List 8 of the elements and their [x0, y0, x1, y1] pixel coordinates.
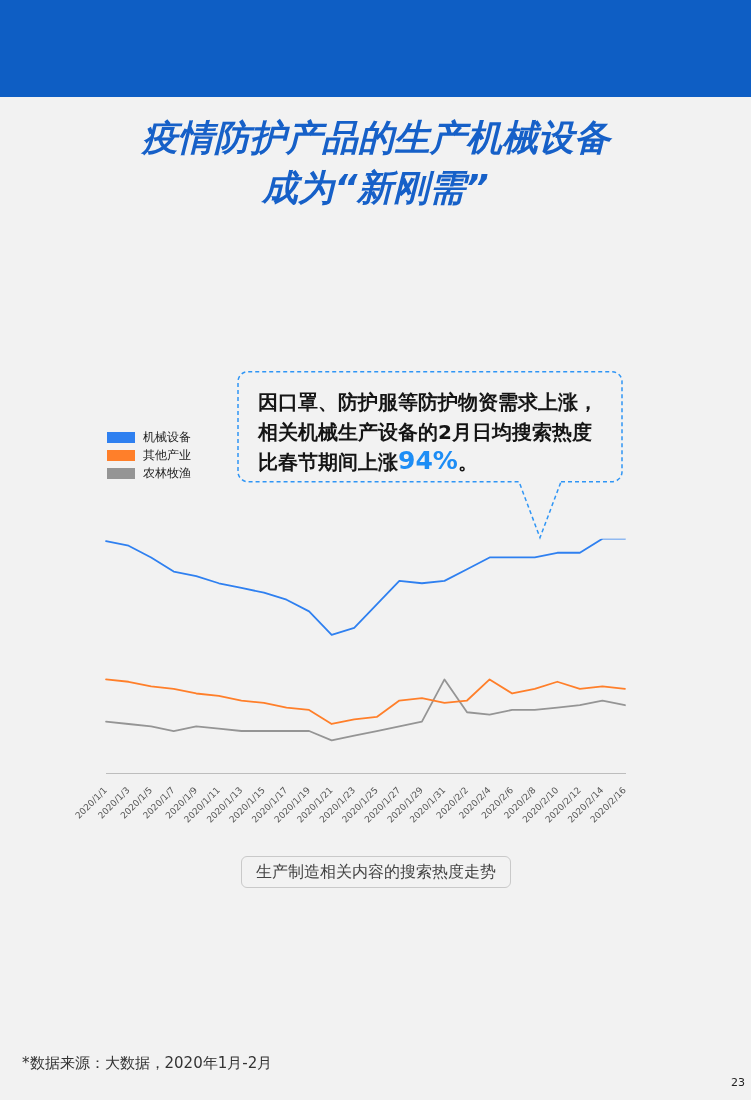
legend-label: 其他产业 — [143, 447, 191, 465]
text: 因口罩、防护服等防护物资需求上涨，相关机械生产设备的2月日均搜索热度比春节期间上涨94%。 — [257, 389, 598, 475]
text: 23 — [731, 1076, 745, 1089]
text: 生产制造相关内容的搜索热度走势 — [240, 856, 511, 888]
legend-label: 农林牧渔 — [143, 465, 191, 483]
chart-title: 疫情防护产品的生产机械设备成为“新刚需” — [140, 116, 613, 210]
legend-label: 机械设备 — [143, 429, 191, 447]
text: *数据来源：大数据，2020年1月-2月 — [22, 1054, 273, 1072]
